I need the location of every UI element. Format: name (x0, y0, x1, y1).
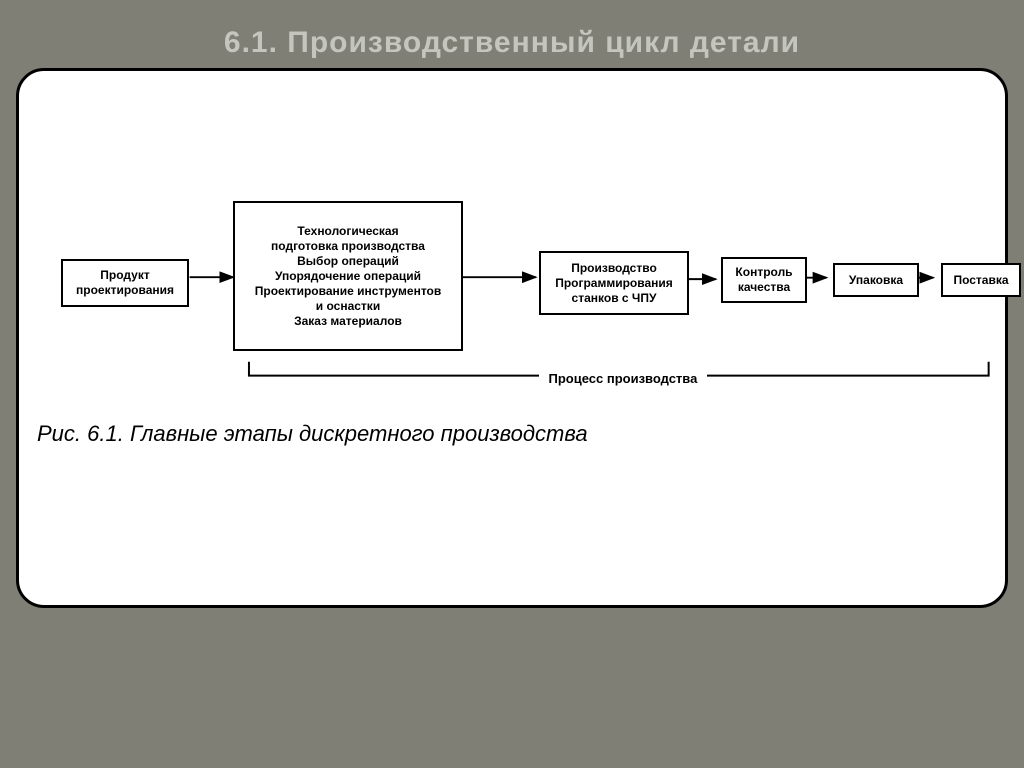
flowchart-node-n4: Контроль качества (721, 257, 807, 303)
stage: 6.1. Производственный цикл детали Продук… (0, 0, 1024, 768)
flowchart-node-n3: Производство Программирования станков с … (539, 251, 689, 315)
flowchart-node-n6: Поставка (941, 263, 1021, 297)
page-title: 6.1. Производственный цикл детали (0, 26, 1024, 60)
bracket-label: Процесс производства (539, 371, 708, 386)
flowchart-node-n5: Упаковка (833, 263, 919, 297)
flowchart-node-n1: Продукт проектирования (61, 259, 189, 307)
figure-caption: Рис. 6.1. Главные этапы дискретного прои… (37, 421, 588, 447)
flowchart: Продукт проектирования Технологическая по… (19, 71, 1005, 605)
flowchart-node-n2: Технологическая подготовка производства … (233, 201, 463, 351)
flowchart-arrows (19, 71, 1005, 605)
diagram-panel: Продукт проектирования Технологическая по… (16, 68, 1008, 608)
